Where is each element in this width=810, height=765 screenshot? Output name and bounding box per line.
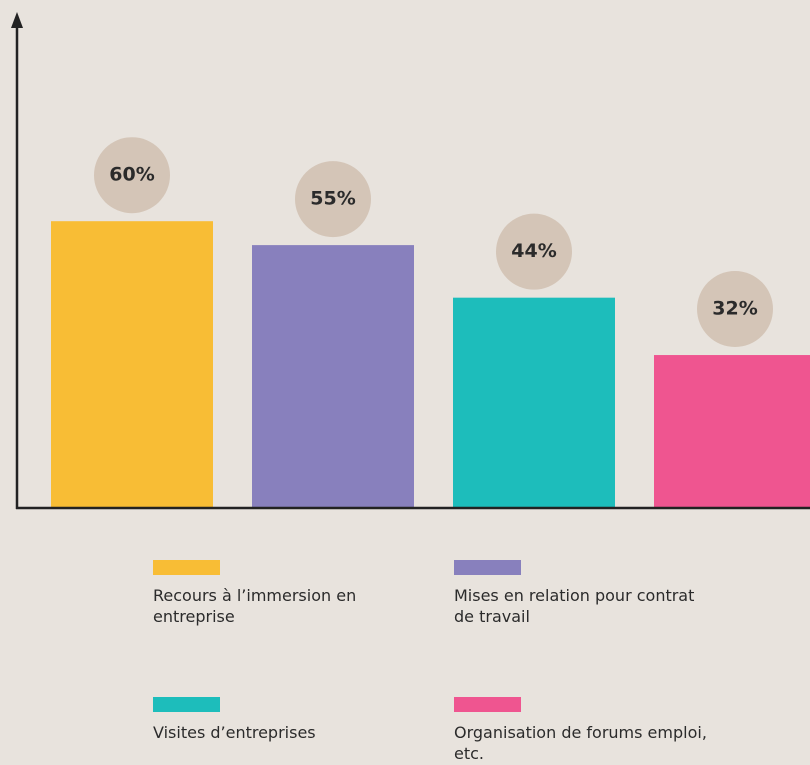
bar xyxy=(252,245,414,508)
legend-label: Recours à l’immersion en entreprise xyxy=(153,586,357,626)
legend-swatch xyxy=(454,697,521,712)
value-label: 32% xyxy=(712,298,757,320)
value-label-badge xyxy=(697,271,773,348)
value-label: 55% xyxy=(310,188,355,210)
value-label: 60% xyxy=(109,164,154,186)
bar xyxy=(51,221,213,508)
chart: 60% 55% 44% 32% xyxy=(11,12,810,510)
value-label-badge xyxy=(94,137,170,214)
legend-label: Visites d’entreprises xyxy=(153,723,316,742)
bar xyxy=(453,297,615,508)
legend-item: Organisation de forums emploi, etc. xyxy=(454,697,714,764)
value-label-badge xyxy=(295,161,371,238)
value-label: 44% xyxy=(511,240,556,262)
legend-swatch xyxy=(454,560,521,575)
legend-swatch xyxy=(153,560,220,575)
bar xyxy=(654,355,810,508)
legend-item: Visites d’entreprises xyxy=(153,697,413,743)
legend-swatch xyxy=(153,697,220,712)
legend-item: Recours à l’immersion en entreprise xyxy=(153,560,413,627)
legend-label: Mises en relation pour contrat de travai… xyxy=(454,586,695,626)
y-axis-arrow xyxy=(11,12,23,28)
value-label-badge xyxy=(496,213,572,290)
legend-label: Organisation de forums emploi, etc. xyxy=(454,723,707,763)
legend-item: Mises en relation pour contrat de travai… xyxy=(454,560,714,627)
